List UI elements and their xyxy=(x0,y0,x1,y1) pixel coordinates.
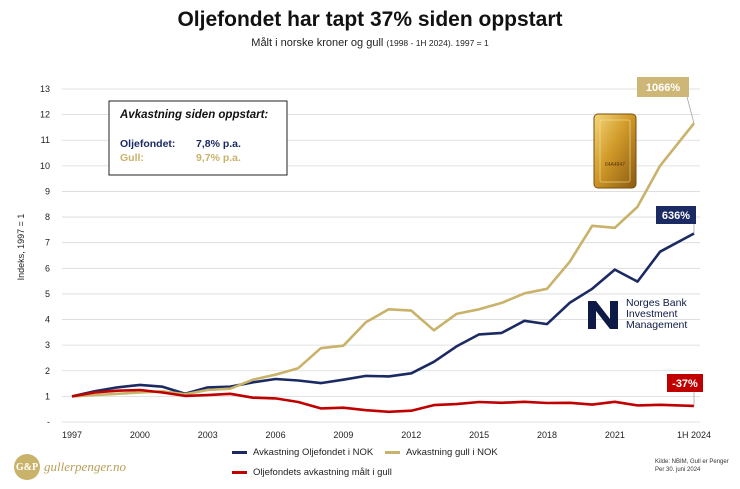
x-tick-label: 2021 xyxy=(605,430,625,440)
x-tick-label: 2003 xyxy=(198,430,218,440)
series-line xyxy=(71,388,695,414)
x-tick-label: 2012 xyxy=(401,430,421,440)
y-tick-label: 12 xyxy=(40,110,50,120)
end-label-box xyxy=(656,206,696,224)
x-tick-label: 2015 xyxy=(469,430,489,440)
end-label: -37% xyxy=(672,378,698,390)
x-tick-label: 2009 xyxy=(333,430,353,440)
legend-item-fund: Avkastning Oljefondet i NOK xyxy=(232,447,373,458)
x-tick-label: 2000 xyxy=(130,430,150,440)
annotation-gold-value: 9,7% p.a. xyxy=(196,152,241,164)
annotation-fund-value: 7,8% p.a. xyxy=(196,138,241,150)
series-line xyxy=(71,122,696,398)
y-tick-label: 5 xyxy=(45,289,50,299)
x-tick-label: 2018 xyxy=(537,430,557,440)
end-label-box xyxy=(667,374,703,392)
x-tick-label: 1997 xyxy=(62,430,82,440)
legend-swatch-fund xyxy=(232,451,247,454)
x-tick-label: 2006 xyxy=(266,430,286,440)
nbim-line-2: Investment xyxy=(626,308,678,320)
annotation-gold-label: Gull: xyxy=(120,152,144,164)
end-labels: 636% 1066% -37% xyxy=(637,77,703,406)
legend-item-gold: Avkastning gull i NOK xyxy=(385,447,498,458)
y-tick-label: 8 xyxy=(45,212,50,222)
legend-swatch-ratio xyxy=(232,471,247,474)
end-label-leader xyxy=(686,96,695,124)
chart-subtitle: Målt i norske kroner og gull (1998 - 1H … xyxy=(0,37,740,49)
logo-mark-icon: G&P xyxy=(14,454,40,480)
end-label-box xyxy=(637,77,689,97)
legend-item-ratio: Oljefondets avkastning målt i gull xyxy=(232,467,392,478)
gold-bar-serial: 64A4847 xyxy=(605,162,625,168)
y-tick-label: 3 xyxy=(45,340,50,350)
y-tick-label: 10 xyxy=(40,161,50,171)
chart-title: Oljefondet har tapt 37% siden oppstart xyxy=(177,8,563,31)
nbim-mark-icon xyxy=(588,300,618,329)
y-tick-label: 13 xyxy=(40,84,50,94)
logo-text: gullerpenger.no xyxy=(44,459,126,474)
annotation-box: Avkastning siden oppstart: Oljefondet: 7… xyxy=(108,100,288,176)
y-tick-label: 7 xyxy=(45,238,50,248)
y-tick-label: 2 xyxy=(45,366,50,376)
annotation-heading: Avkastning siden oppstart: xyxy=(119,109,268,121)
annotation-fund-label: Oljefondet: xyxy=(120,138,175,150)
gold-bar-image: 64A4847 xyxy=(593,113,637,189)
source-line-2: Per 30. juni 2024 xyxy=(655,467,701,473)
end-label: 1066% xyxy=(646,82,680,94)
y-tick-label: 11 xyxy=(41,135,50,145)
source-note: Kilde: NBIM, Gull er Penger Per 30. juni… xyxy=(655,458,729,474)
y-tick-label: - xyxy=(47,417,50,427)
subtitle-main: Målt i norske kroner og gull xyxy=(251,37,384,49)
y-tick-label: 4 xyxy=(45,315,50,325)
y-tick-label: 1 xyxy=(45,391,50,401)
nbim-line-3: Management xyxy=(626,319,688,331)
y-axis-label: Indeks, 1997 = 1 xyxy=(16,214,26,281)
legend-swatch-gold xyxy=(385,451,400,454)
gullerpenger-logo: G&P gullerpenger.no xyxy=(14,454,126,480)
x-tick-labels: 1997 2000 2003 2006 2009 2012 2015 2018 2021 1H 2… xyxy=(62,430,711,440)
legend-label-gold: Avkastning gull i NOK xyxy=(406,447,498,458)
nbim-logo: Norges Bank Investment Management xyxy=(588,298,687,331)
source-line-1: Kilde: NBIM, Gull er Penger xyxy=(655,459,729,465)
legend-label-ratio: Oljefondets avkastning målt i gull xyxy=(253,467,392,478)
subtitle-small: (1998 - 1H 2024). 1997 = 1 xyxy=(386,38,489,48)
y-tick-label: 6 xyxy=(45,263,50,273)
series-line xyxy=(71,232,695,398)
end-label: 636% xyxy=(662,210,690,222)
y-tick-label: 9 xyxy=(45,186,50,196)
legend-label-fund: Avkastning Oljefondet i NOK xyxy=(253,447,374,458)
series-lines xyxy=(71,122,696,414)
nbim-line-1: Norges Bank xyxy=(626,297,687,309)
x-tick-label: 1H 2024 xyxy=(677,430,711,440)
